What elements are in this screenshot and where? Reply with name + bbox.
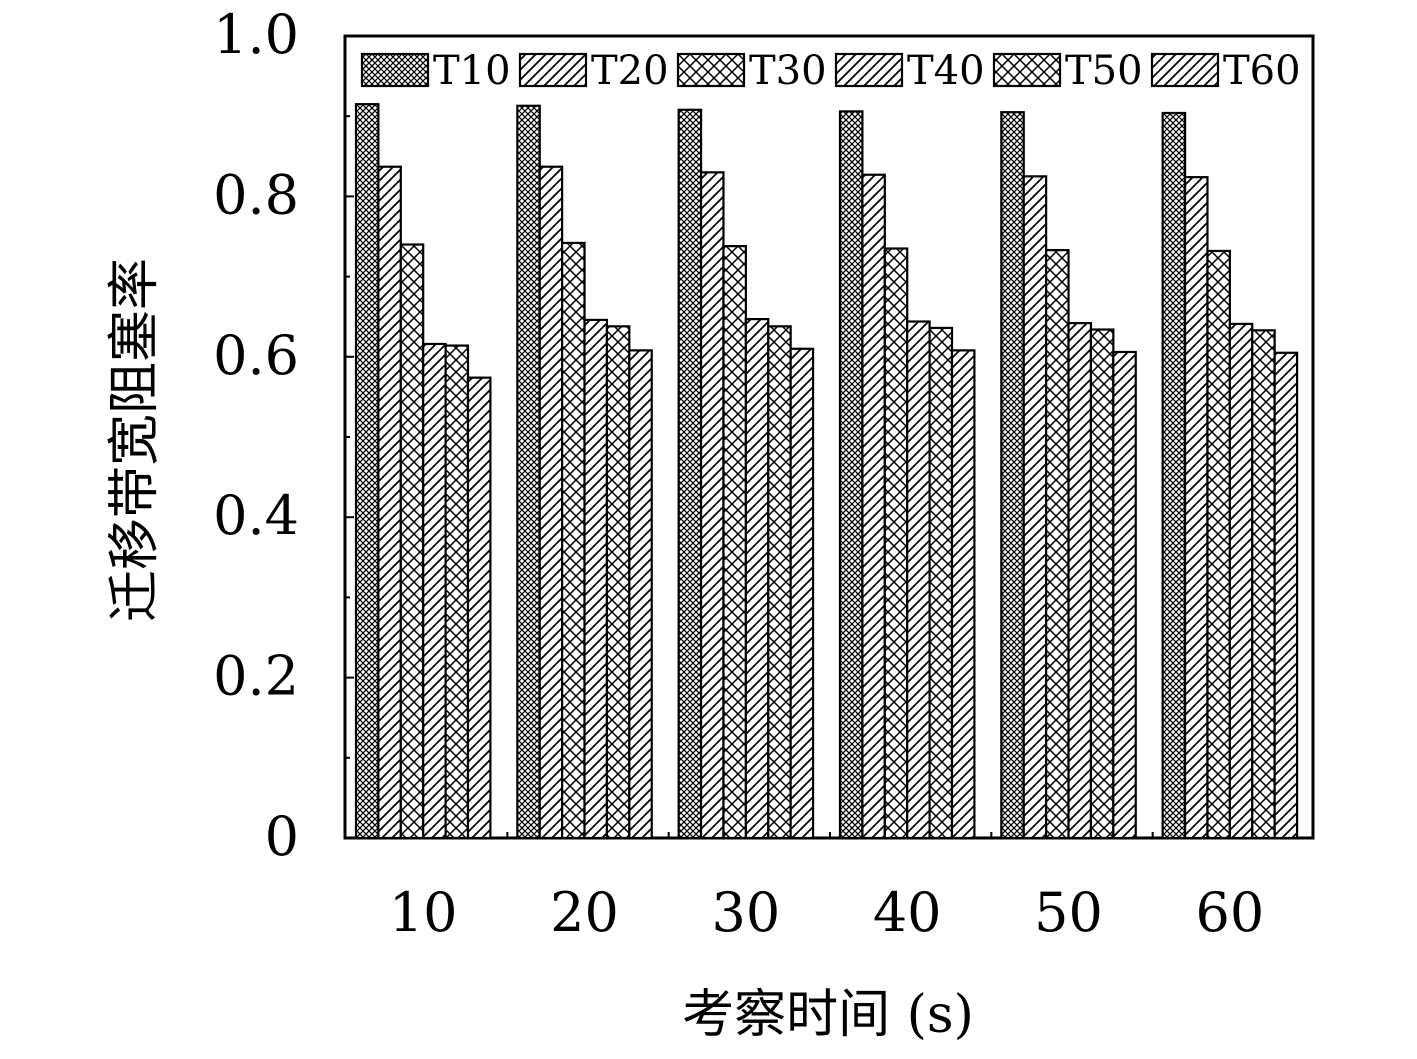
legend-label-T10: T10 bbox=[433, 48, 511, 94]
y-axis-label: 迁移带宽阻塞率 bbox=[105, 258, 165, 622]
x-tick-label: 50 bbox=[1034, 881, 1103, 944]
legend-label-T40: T40 bbox=[907, 48, 985, 94]
bar-T10-20 bbox=[516, 104, 541, 840]
bar-T10-60 bbox=[1161, 111, 1187, 840]
bar-T60-40 bbox=[950, 349, 976, 840]
bar-T40-20 bbox=[583, 318, 609, 840]
axes: 0 0.2 0.4 0.6 0.8 1.0 10 20 30 40 50 60 bbox=[213, 3, 1315, 944]
y-tick-label: 0.6 bbox=[213, 324, 299, 387]
bar-T50-40 bbox=[928, 326, 954, 840]
y-tick-label: 0.4 bbox=[213, 484, 299, 547]
legend-label-T60: T60 bbox=[1223, 48, 1301, 94]
legend-swatch-T60 bbox=[1150, 52, 1220, 88]
legend: T10 T20 T30 T40 T50 T60 bbox=[360, 48, 1301, 94]
bar-T30-60 bbox=[1206, 249, 1231, 840]
legend-swatch-T30 bbox=[676, 52, 746, 88]
bar-T60-30 bbox=[789, 347, 815, 840]
bar-T30-20 bbox=[561, 241, 586, 840]
x-tick-label: 20 bbox=[550, 881, 619, 944]
bar-T10-10 bbox=[354, 103, 380, 840]
legend-swatch-T40 bbox=[834, 52, 904, 88]
bar-T50-60 bbox=[1251, 329, 1276, 840]
bar-T30-40 bbox=[883, 247, 909, 840]
bar-T20-50 bbox=[1022, 175, 1048, 840]
bar-T40-10 bbox=[422, 342, 447, 840]
x-tick-label: 30 bbox=[712, 881, 781, 944]
bar-T40-60 bbox=[1228, 322, 1254, 840]
bar-T50-20 bbox=[605, 325, 631, 840]
bar-T60-60 bbox=[1273, 351, 1299, 840]
bar-T20-40 bbox=[861, 173, 886, 840]
y-tick-label: 0 bbox=[265, 805, 299, 868]
bar-T10-30 bbox=[677, 108, 703, 840]
legend-swatch-T20 bbox=[518, 52, 588, 88]
bar-T10-50 bbox=[1000, 111, 1025, 840]
y-tick-label: 0.2 bbox=[213, 645, 299, 708]
bars bbox=[354, 103, 1299, 840]
bar-T30-10 bbox=[399, 243, 425, 840]
legend-label-T20: T20 bbox=[591, 48, 669, 94]
bar-T20-30 bbox=[699, 171, 725, 840]
legend-label-T50: T50 bbox=[1065, 48, 1143, 94]
x-tick-label: 40 bbox=[873, 881, 942, 944]
legend-swatch-T50 bbox=[992, 52, 1062, 88]
bar-T60-20 bbox=[628, 349, 653, 840]
legend-label-T30: T30 bbox=[749, 48, 827, 94]
legend-swatch-T10 bbox=[360, 52, 430, 88]
bar-T40-30 bbox=[744, 318, 770, 840]
bar-T60-10 bbox=[466, 376, 492, 840]
y-tick-label: 1.0 bbox=[213, 3, 299, 66]
x-axis-label: 考察时间 (s) bbox=[682, 985, 974, 1045]
x-tick-label: 10 bbox=[389, 881, 458, 944]
bar-T60-50 bbox=[1112, 350, 1137, 840]
bar-T10-40 bbox=[838, 110, 864, 840]
bar-T50-50 bbox=[1089, 328, 1115, 840]
bar-T40-50 bbox=[1067, 322, 1093, 840]
bar-T50-30 bbox=[767, 325, 792, 840]
bar-T20-10 bbox=[377, 165, 402, 840]
x-tick-label: 60 bbox=[1196, 881, 1265, 944]
y-tick-label: 0.8 bbox=[213, 163, 299, 226]
bar-T40-40 bbox=[906, 320, 931, 840]
bar-T30-30 bbox=[722, 245, 747, 840]
bar-T30-50 bbox=[1045, 249, 1070, 840]
bar-T50-10 bbox=[444, 344, 470, 840]
bar-T20-20 bbox=[538, 165, 564, 840]
bar-T20-60 bbox=[1183, 176, 1209, 840]
